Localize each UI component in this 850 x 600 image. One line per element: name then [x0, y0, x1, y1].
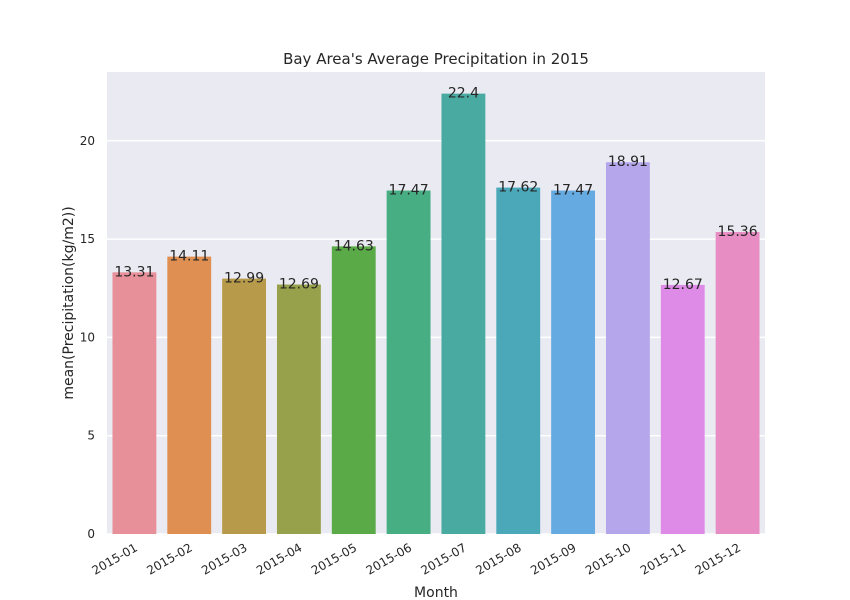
data-label: 13.31: [114, 264, 154, 280]
chart-title: Bay Area's Average Precipitation in 2015: [283, 50, 589, 68]
x-tick-label: 2015-12: [693, 540, 743, 577]
data-label: 18.91: [608, 154, 648, 170]
data-labels: 13.31 14.11 12.99 12.69 14.63 17.47 22.4 17.62 1…: [114, 86, 757, 293]
data-label: 17.62: [498, 180, 538, 196]
bar: [386, 190, 431, 534]
bar: [222, 278, 267, 534]
x-tick-label: 2015-10: [583, 540, 633, 577]
bar: [331, 246, 376, 534]
y-tick-label: 0: [87, 527, 95, 541]
y-tick-label: 5: [87, 429, 95, 443]
grid-lines: [107, 140, 765, 535]
data-label: 12.67: [663, 277, 703, 293]
data-label: 12.69: [279, 277, 319, 293]
x-tick-label: 2015-07: [418, 540, 468, 577]
bar: [605, 162, 650, 535]
data-label: 17.47: [553, 183, 593, 199]
bar: [496, 187, 541, 534]
data-label: 15.36: [718, 224, 758, 240]
x-tick-label: 2015-03: [199, 540, 249, 577]
x-tick-label: 2015-04: [254, 540, 304, 577]
x-tick-label: 2015-01: [89, 540, 139, 577]
bar: [551, 190, 596, 534]
y-tick-label: 10: [80, 330, 95, 344]
x-tick-label: 2015-02: [144, 540, 194, 577]
data-label: 17.47: [389, 183, 429, 199]
data-label: 14.11: [169, 249, 209, 265]
y-tick-label: 15: [80, 232, 95, 246]
bar: [660, 284, 705, 534]
data-label: 12.99: [224, 271, 264, 287]
x-tick-label: 2015-08: [473, 540, 523, 577]
bars: [112, 93, 760, 535]
x-tick-label: 2015-05: [309, 540, 359, 577]
x-axis-label: Month: [414, 585, 458, 600]
bar: [276, 284, 321, 534]
y-tick-labels: 0 5 10 15 20: [80, 134, 95, 541]
plot-background: [107, 72, 765, 534]
x-tick-label: 2015-09: [528, 540, 578, 577]
x-tick-label: 2015-11: [638, 540, 688, 577]
data-label: 22.4: [448, 86, 479, 102]
x-tick-labels: 2015-01 2015-02 2015-03 2015-04 2015-05 2015-…: [89, 540, 743, 577]
data-label: 14.63: [334, 238, 374, 254]
bar: [715, 232, 760, 534]
bar: [112, 272, 157, 534]
x-tick-label: 2015-06: [364, 540, 414, 577]
bar: [167, 256, 212, 534]
y-axis-label: mean(Precipitation(kg/m2)): [61, 206, 77, 399]
y-tick-label: 20: [80, 134, 95, 148]
bar: [441, 93, 486, 534]
